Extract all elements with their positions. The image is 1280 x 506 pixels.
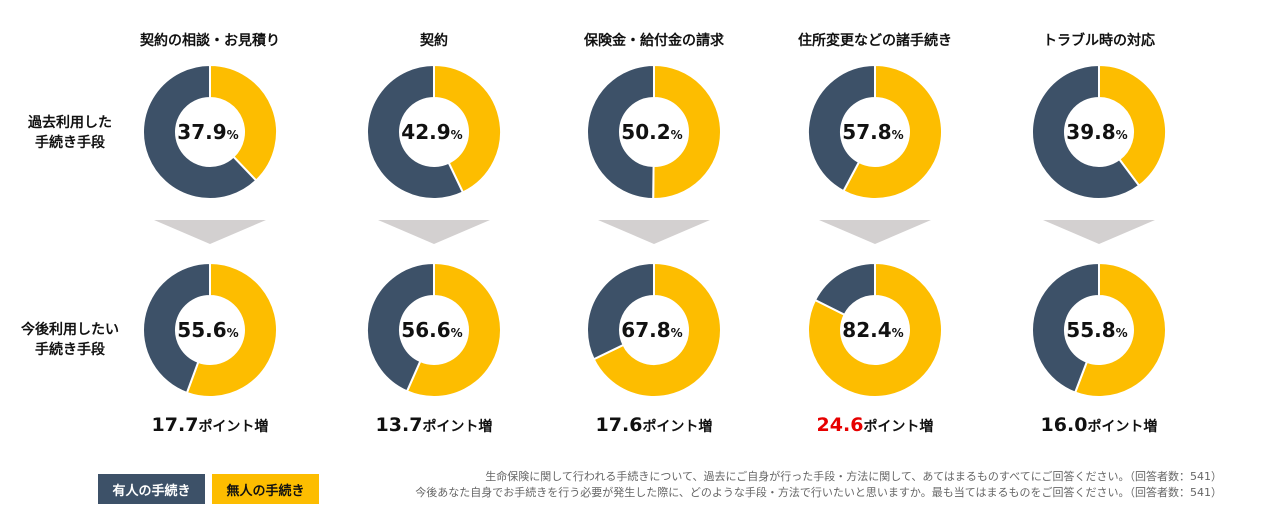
category-title: 保険金・給付金の請求 bbox=[584, 33, 724, 49]
donut-value-label: 42.9% bbox=[401, 120, 462, 144]
footnote-line: 生命保険に関して行われる手続きについて、過去にご自身が行った手段・方法に関して、… bbox=[485, 470, 1222, 483]
increase-suffix: ポイント増 bbox=[1087, 419, 1158, 435]
donut-value-label: 55.6% bbox=[177, 318, 238, 342]
increase-value: 17.7 bbox=[151, 414, 199, 436]
donut-slice-unmanned bbox=[652, 63, 722, 200]
donut-slice-unmanned bbox=[807, 261, 943, 398]
donut-value-label: 39.8% bbox=[1066, 120, 1127, 144]
down-arrow bbox=[1043, 220, 1155, 244]
legend-manned: 有人の手続き bbox=[98, 474, 205, 504]
donut-value-label: 67.8% bbox=[621, 318, 682, 342]
increase-suffix: ポイント増 bbox=[863, 419, 934, 435]
category-title: トラブル時の対応 bbox=[1043, 33, 1155, 49]
donut-slice-unmanned bbox=[433, 63, 502, 194]
donut-value-label: 37.9% bbox=[177, 120, 238, 144]
footnote-line: 今後あなた自身でお手続きを行う必要が発生した際に、どのような手段・方法で行いたい… bbox=[415, 486, 1222, 499]
donut-slice-manned bbox=[1031, 63, 1141, 200]
donut-value-label: 82.4% bbox=[842, 318, 903, 342]
donut-slice-manned bbox=[142, 63, 258, 200]
donut-slice-manned bbox=[586, 63, 655, 201]
donut-slice-unmanned bbox=[185, 261, 278, 398]
donut-value-label: 55.8% bbox=[1066, 318, 1127, 342]
row-label-line: 過去利用した bbox=[28, 115, 112, 131]
legend-unmanned: 無人の手続き bbox=[212, 474, 319, 504]
point-increase: 17.7ポイント増 bbox=[100, 414, 320, 436]
donut-slice-unmanned bbox=[1098, 63, 1167, 188]
point-increase: 24.6ポイント増 bbox=[765, 414, 985, 436]
row-label-future: 今後利用したい 手続き手段 bbox=[10, 320, 130, 360]
point-increase: 16.0ポイント増 bbox=[989, 414, 1209, 436]
category-title: 住所変更などの諸手続き bbox=[798, 33, 952, 49]
donut-slice-manned bbox=[366, 63, 465, 200]
row-label-line: 手続き手段 bbox=[35, 135, 105, 151]
increase-value: 16.0 bbox=[1040, 414, 1088, 436]
donut-slice-manned bbox=[366, 261, 435, 393]
down-arrow bbox=[598, 220, 710, 244]
donut-slice-unmanned bbox=[592, 261, 722, 398]
row-label-line: 今後利用したい bbox=[21, 322, 119, 338]
donut-value-label: 50.2% bbox=[621, 120, 682, 144]
increase-value: 24.6 bbox=[816, 414, 864, 436]
down-arrow bbox=[378, 220, 490, 244]
donut-slice-manned bbox=[1031, 261, 1100, 394]
donut-slice-manned bbox=[807, 63, 876, 193]
donut-slice-unmanned bbox=[209, 63, 278, 182]
donut-slice-manned bbox=[813, 261, 876, 317]
point-increase: 17.6ポイント増 bbox=[544, 414, 764, 436]
category-title: 契約の相談・お見積り bbox=[140, 33, 280, 49]
increase-suffix: ポイント増 bbox=[198, 419, 269, 435]
increase-value: 13.7 bbox=[375, 414, 423, 436]
down-arrow bbox=[154, 220, 266, 244]
point-increase: 13.7ポイント増 bbox=[324, 414, 544, 436]
donut-slice-unmanned bbox=[405, 261, 502, 398]
down-arrow bbox=[819, 220, 931, 244]
donut-slice-manned bbox=[142, 261, 211, 395]
donut-slice-unmanned bbox=[1073, 261, 1167, 398]
donut-value-label: 56.6% bbox=[401, 318, 462, 342]
category-title: 契約 bbox=[420, 33, 448, 49]
donut-value-label: 57.8% bbox=[842, 120, 903, 144]
donut-slice-manned bbox=[586, 261, 655, 361]
increase-value: 17.6 bbox=[595, 414, 643, 436]
increase-suffix: ポイント増 bbox=[642, 419, 713, 435]
footnote: 生命保険に関して行われる手続きについて、過去にご自身が行った手段・方法に関して、… bbox=[415, 469, 1222, 501]
increase-suffix: ポイント増 bbox=[422, 419, 493, 435]
donut-slice-unmanned bbox=[842, 63, 943, 200]
row-label-line: 手続き手段 bbox=[35, 342, 105, 358]
row-label-past: 過去利用した 手続き手段 bbox=[10, 113, 130, 153]
